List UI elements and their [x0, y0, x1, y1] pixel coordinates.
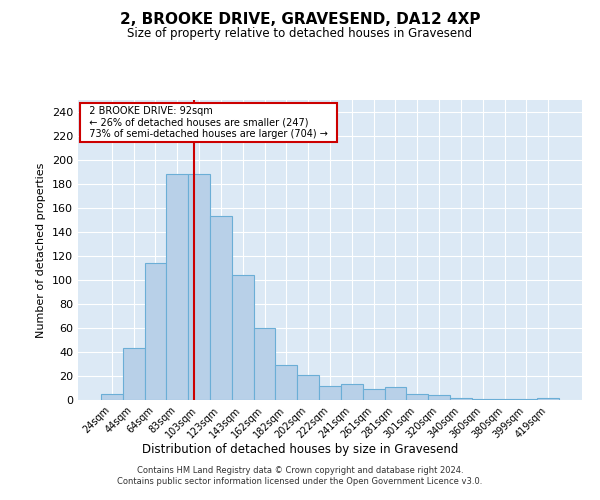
- Text: Distribution of detached houses by size in Gravesend: Distribution of detached houses by size …: [142, 442, 458, 456]
- Bar: [101, 394, 123, 400]
- Bar: [232, 275, 254, 400]
- Text: Size of property relative to detached houses in Gravesend: Size of property relative to detached ho…: [127, 28, 473, 40]
- Bar: [145, 263, 166, 400]
- Text: Contains HM Land Registry data © Crown copyright and database right 2024.: Contains HM Land Registry data © Crown c…: [137, 466, 463, 475]
- Bar: [363, 389, 385, 400]
- Bar: [494, 399, 515, 400]
- Bar: [254, 328, 275, 400]
- Bar: [275, 365, 297, 400]
- Text: 2, BROOKE DRIVE, GRAVESEND, DA12 4XP: 2, BROOKE DRIVE, GRAVESEND, DA12 4XP: [120, 12, 480, 28]
- Bar: [341, 384, 363, 400]
- Bar: [297, 375, 319, 400]
- Bar: [537, 398, 559, 400]
- Bar: [210, 216, 232, 400]
- Bar: [428, 395, 450, 400]
- Bar: [515, 399, 537, 400]
- Bar: [123, 348, 145, 400]
- Bar: [166, 174, 188, 400]
- Bar: [188, 174, 210, 400]
- Bar: [319, 386, 341, 400]
- Text: Contains public sector information licensed under the Open Government Licence v3: Contains public sector information licen…: [118, 477, 482, 486]
- Bar: [406, 394, 428, 400]
- Bar: [450, 398, 472, 400]
- Bar: [472, 399, 494, 400]
- Y-axis label: Number of detached properties: Number of detached properties: [37, 162, 46, 338]
- Text: 2 BROOKE DRIVE: 92sqm  
  ← 26% of detached houses are smaller (247)  
  73% of : 2 BROOKE DRIVE: 92sqm ← 26% of detached …: [83, 106, 334, 139]
- Bar: [385, 387, 406, 400]
